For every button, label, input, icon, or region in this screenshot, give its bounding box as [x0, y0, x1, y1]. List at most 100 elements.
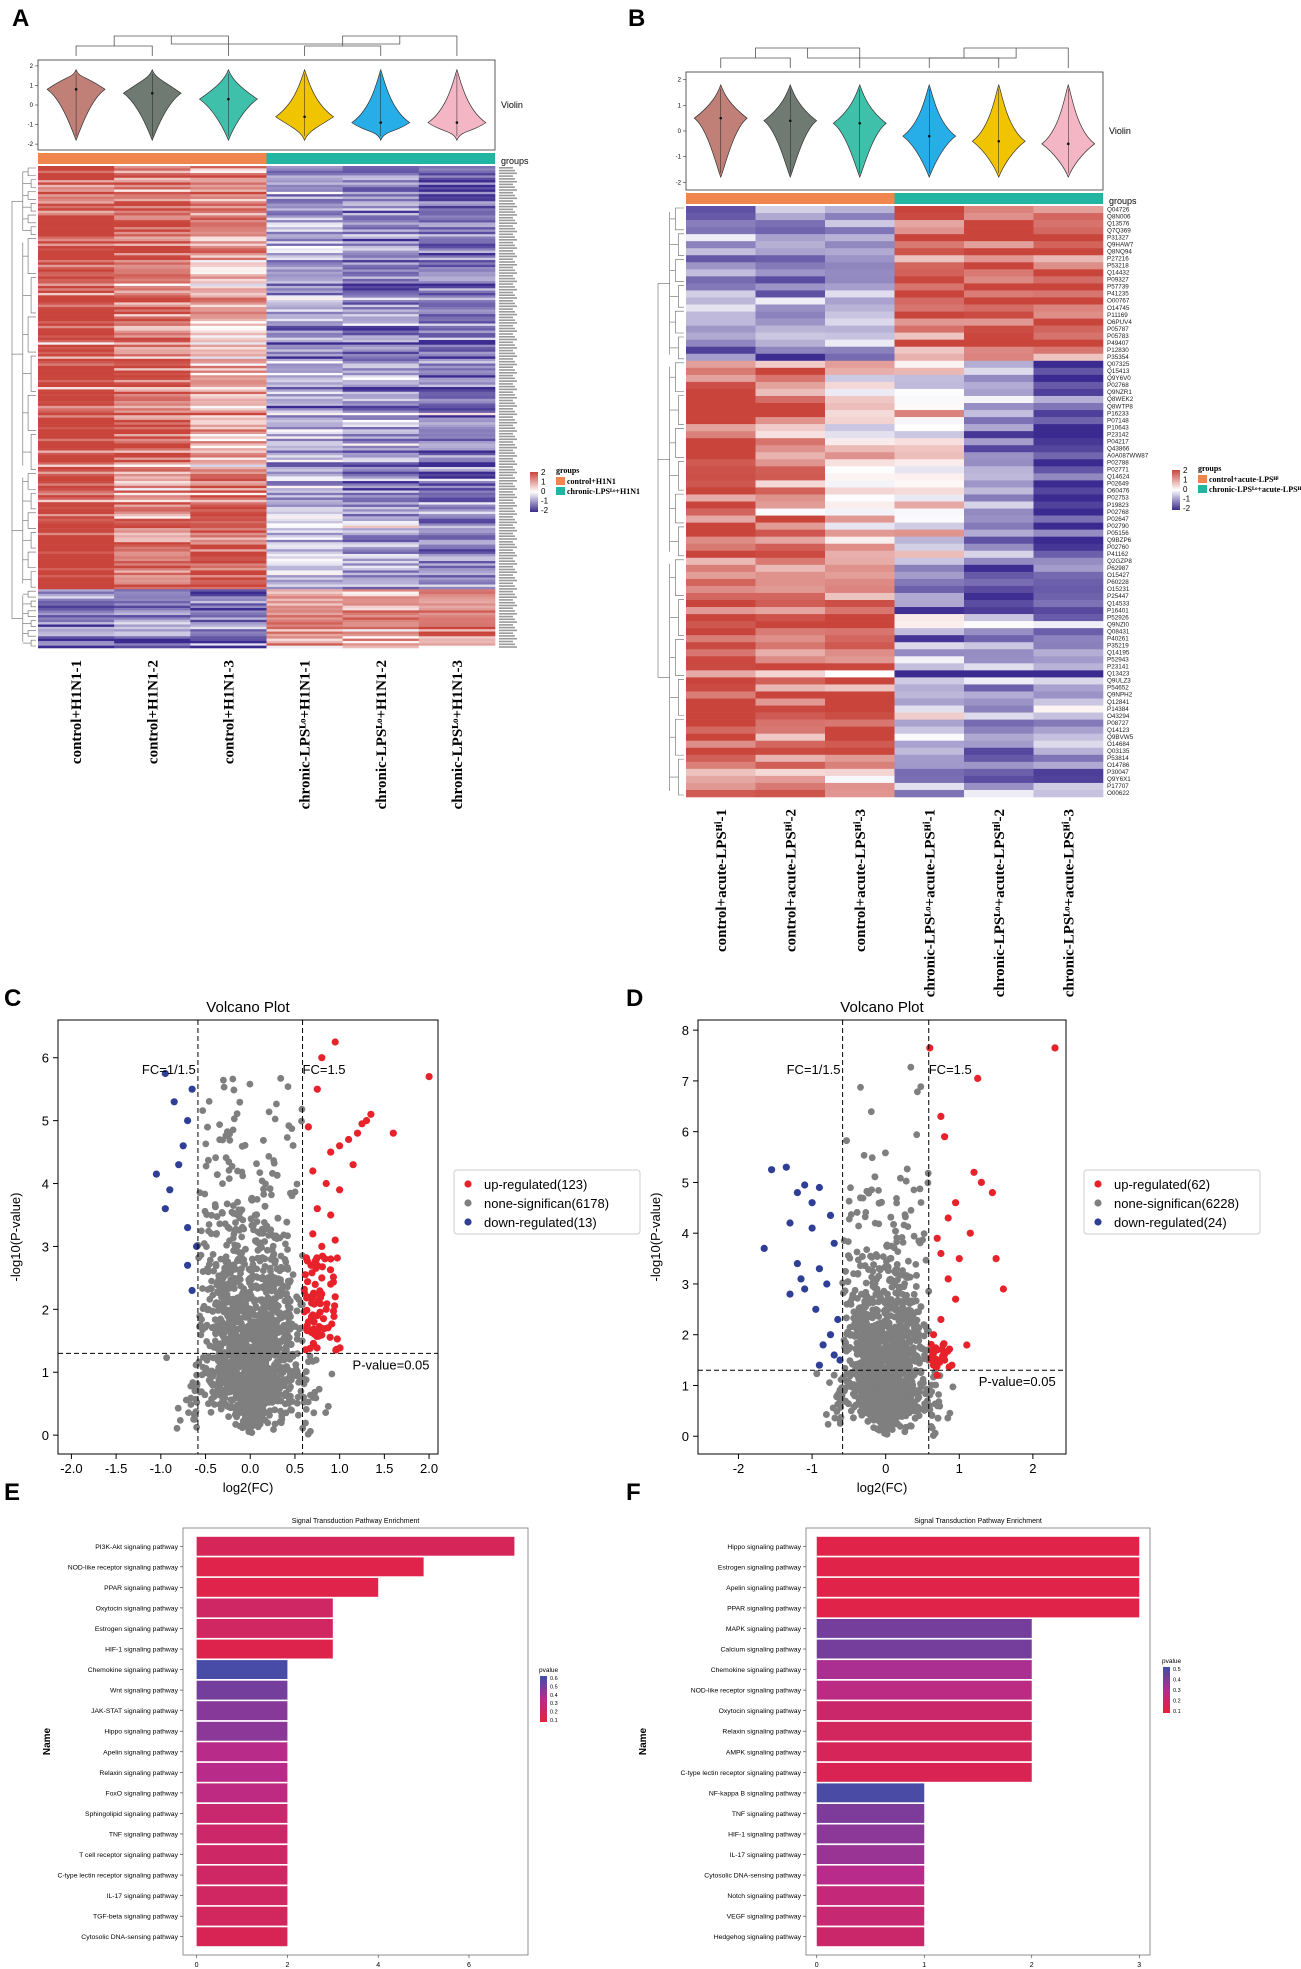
heatmap-cell	[114, 271, 191, 275]
heatmap-cell	[1033, 698, 1104, 706]
heatmap-cell	[342, 314, 420, 317]
heatmap-cell	[686, 782, 756, 791]
heatmap-cell	[342, 342, 420, 345]
x-tick-label: 2.0	[420, 1461, 438, 1476]
heatmap-cell	[266, 304, 343, 308]
heatmap-cell	[1033, 628, 1104, 636]
heatmap-cell	[266, 502, 343, 505]
row-label-mark	[499, 521, 517, 524]
heatmap-cell	[342, 593, 420, 597]
row-label-mark	[499, 358, 513, 360]
heatmap-cell	[38, 389, 115, 393]
heatmap-cell	[114, 335, 191, 338]
violin-median	[150, 91, 154, 95]
heatmap-cell	[114, 417, 191, 421]
heatmap-cell	[190, 577, 267, 581]
row-label-mark	[499, 283, 513, 285]
point-none-significant	[267, 1226, 275, 1234]
none-significant-points	[163, 1075, 336, 1438]
heatmap-cell	[114, 361, 191, 364]
heatmap-cell	[894, 360, 965, 369]
heatmap-cell	[38, 208, 115, 211]
point-down-regulated	[161, 1205, 169, 1213]
heatmap-cell	[894, 290, 965, 298]
point-none-significant	[209, 1291, 217, 1299]
row-label: P41235	[1107, 291, 1129, 298]
heatmap-cell	[1033, 459, 1104, 467]
heatmap-cell	[114, 551, 191, 555]
heatmap-cell	[825, 213, 895, 221]
heatmap-cell	[266, 497, 343, 501]
heatmap-cell	[342, 356, 420, 360]
heatmap-cell	[266, 575, 343, 578]
heatmap-cell	[1033, 600, 1104, 608]
point-none-significant	[277, 1407, 284, 1415]
heatmap-cell	[38, 278, 115, 282]
heatmap-cell	[418, 387, 496, 390]
heatmap-cell	[38, 330, 115, 334]
heatmap-cell	[266, 229, 343, 233]
violin-ytick-label: -1	[676, 155, 682, 161]
heatmap-cell	[686, 325, 756, 333]
heatmap-cell	[266, 389, 343, 393]
heatmap-cell	[114, 469, 191, 472]
point-none-significant	[253, 1218, 261, 1225]
point-none-significant	[208, 1277, 216, 1285]
heatmap-cell	[418, 292, 496, 296]
heatmap-cell	[114, 488, 191, 491]
heatmap-cell	[418, 426, 496, 430]
heatmap-cell	[190, 582, 267, 585]
row-label-mark	[499, 266, 513, 269]
heatmap-cell	[755, 255, 826, 263]
heatmap-cell	[686, 374, 756, 383]
point-none-significant	[262, 1325, 270, 1333]
point-none-significant	[223, 1241, 231, 1249]
heatmap-cell	[114, 577, 191, 581]
heatmap-cell	[1033, 381, 1104, 390]
heatmap-cell	[190, 490, 267, 494]
heatmap-cell	[825, 367, 895, 376]
point-none-significant	[209, 1307, 217, 1315]
point-none-significant	[213, 1213, 221, 1220]
heatmap-cell	[114, 191, 191, 195]
point-none-significant	[286, 1277, 294, 1285]
heatmap-cell	[190, 184, 267, 188]
heatmap-cell	[418, 182, 496, 186]
heatmap-cell	[114, 372, 191, 376]
heatmap-cell	[38, 584, 115, 588]
heatmap-cell	[38, 556, 115, 559]
heatmap-cell	[418, 238, 496, 242]
heatmap-cell	[190, 426, 267, 430]
point-none-significant	[211, 1316, 219, 1323]
heatmap-cell	[418, 250, 496, 254]
point-none-significant	[249, 1364, 256, 1372]
heatmap-cell	[38, 372, 115, 376]
violin-median	[303, 115, 306, 119]
heatmap-cell	[342, 570, 420, 574]
heatmap-cell	[114, 523, 191, 527]
point-none-significant	[258, 1415, 265, 1423]
heatmap-cell	[114, 490, 191, 494]
heatmap-cell	[342, 358, 420, 362]
point-up-regulated	[303, 1327, 311, 1335]
heatmap-cell	[38, 495, 115, 498]
row-label-mark	[499, 410, 515, 413]
heatmap-cell	[190, 245, 267, 249]
heatmap-cell	[342, 549, 420, 552]
heatmap-cell	[686, 522, 756, 530]
point-none-significant	[229, 1075, 237, 1083]
row-label-mark	[499, 507, 513, 510]
heatmap-cell	[38, 196, 115, 200]
heatmap-cell	[894, 670, 965, 678]
legend-title: groups	[1198, 464, 1221, 473]
heatmap-cell	[964, 712, 1034, 720]
heatmap-cell	[190, 316, 267, 320]
violin-ytick-label: 0	[30, 103, 34, 109]
row-label-mark	[499, 388, 517, 391]
row-label-mark	[499, 541, 513, 543]
heatmap-cell	[266, 525, 343, 529]
heatmap-cell	[114, 429, 191, 432]
point-up-regulated	[331, 1293, 339, 1301]
heatmap-cell	[755, 642, 826, 650]
heatmap-cell	[266, 509, 343, 512]
